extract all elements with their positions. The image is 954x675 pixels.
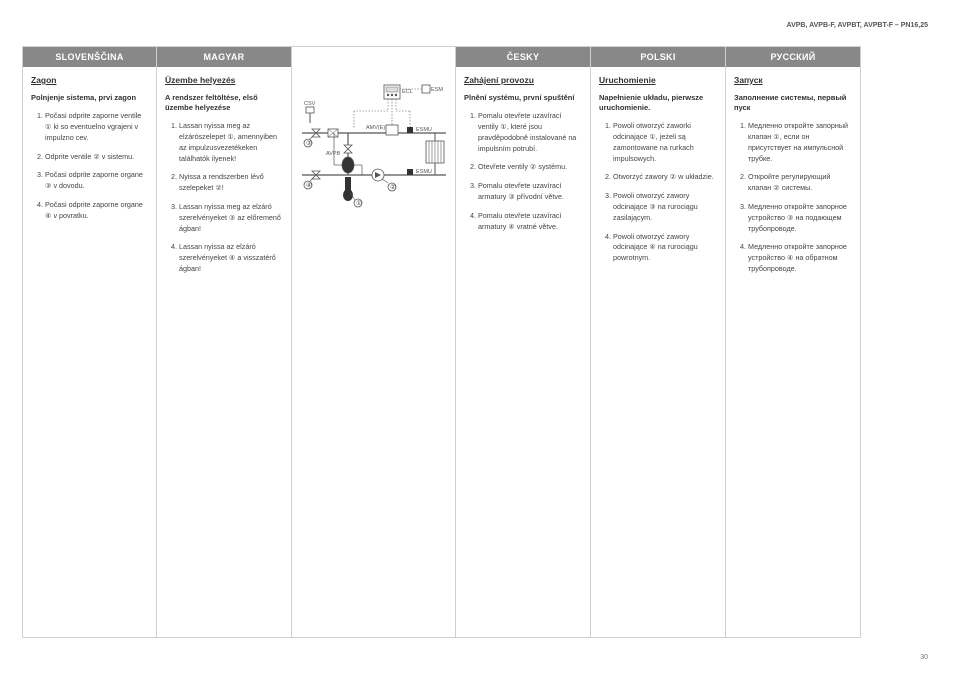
step-item: Lassan nyissa meg az elzárószelepet ①, a… [179,121,283,164]
section-heading: Uruchomienie [599,75,717,85]
step-item: Otworzyć zawory ② w układzie. [613,172,717,183]
page-number: 30 [920,654,928,661]
step-item: Pomalu otevřete uzavírací armatury ④ vra… [478,211,582,233]
sub-heading: Plnění systému, první spuštění [464,93,582,103]
col-russian: РУССКИЙ Запуск Заполнение системы, первы… [726,46,861,638]
svg-text:AVPB: AVPB [326,151,341,157]
steps-list: Powoli otworzyć zaworki odcinające ①, je… [599,121,717,264]
col-cesky: ČESKY Zahájení provozu Plnění systému, p… [456,46,591,638]
lang-title-empty [292,47,455,69]
step-item: Odprite ventile ② v sistemu. [45,152,148,163]
steps-list: Počasi odprite zaporne ventile ① ki so e… [31,111,148,221]
step-item: Počasi odprite zaporne organe ④ v povrat… [45,200,148,222]
svg-text:ESMU: ESMU [416,169,432,175]
product-line-header: AVPB, AVPB-F, AVPBT, AVPBT-F – PN16,25 [787,22,928,29]
step-item: Откройте регулирующий клапан ② системы. [748,172,852,194]
system-diagram-icon: ECL ESM CSV [298,83,450,223]
step-item: Медленно откройте запорное устройство ③ … [748,202,852,234]
lang-title: ČESKY [456,47,590,67]
svg-text:CSV: CSV [304,101,316,107]
svg-text:ECL: ECL [402,89,413,95]
callout-3: ③ [306,139,312,147]
col-body: Запуск Заполнение системы, первый пуск М… [726,67,860,289]
lang-title: SLOVENŠČINA [23,47,156,67]
col-body: Uruchomienie Napełnienie układu, pierwsz… [591,67,725,278]
columns-container: SLOVENŠČINA Zagon Polnjenje sistema, prv… [22,46,932,638]
step-item: Počasi odprite zaporne organe ③ v dovodu… [45,170,148,192]
svg-text:ESMU: ESMU [416,127,432,133]
step-item: Powoli otworzyć zawory odcinające ④ na r… [613,232,717,264]
step-item: Powoli otworzyć zawory odcinające ③ na r… [613,191,717,223]
step-item: Lassan nyissa az elzáró szerelvényeket ④… [179,242,283,274]
callout-2: ② [390,183,396,191]
sub-heading: Napełnienie układu, pierwsze uruchomieni… [599,93,717,113]
step-item: Otevřete ventily ② systému. [478,162,582,173]
col-body: Üzembe helyezés A rendszer feltöltése, e… [157,67,291,289]
col-polski: POLSKI Uruchomienie Napełnienie układu, … [591,46,726,638]
svg-text:ESM: ESM [431,87,443,93]
callout-4: ④ [306,181,312,189]
step-item: Pomalu otevřete uzavírací ventily ①, kte… [478,111,582,154]
sub-heading: Polnjenje sistema, prvi zagon [31,93,148,103]
step-item: Pomalu otevřete uzavírací armatury ③ pří… [478,181,582,203]
step-item: Медленно откройте запорный клапан ①, есл… [748,121,852,164]
step-item: Počasi odprite zaporne ventile ① ki so e… [45,111,148,143]
page: AVPB, AVPB-F, AVPBT, AVPBT-F – PN16,25 S… [0,0,954,675]
steps-list: Pomalu otevřete uzavírací ventily ①, kte… [464,111,582,232]
lang-title: MAGYAR [157,47,291,67]
col-body: Zahájení provozu Plnění systému, první s… [456,67,590,246]
steps-list: Медленно откройте запорный клапан ①, есл… [734,121,852,275]
col-magyar: MAGYAR Üzembe helyezés A rendszer feltöl… [157,46,292,638]
col-slovenscina: SLOVENŠČINA Zagon Polnjenje sistema, prv… [22,46,157,638]
step-item: Nyissa a rendszerben lévő szelepeket ②! [179,172,283,194]
step-item: Медленно откройте запорное устройство ④ … [748,242,852,274]
svg-text:AMV(E): AMV(E) [366,125,385,131]
steps-list: Lassan nyissa meg az elzárószelepet ①, a… [165,121,283,275]
step-item: Powoli otworzyć zaworki odcinające ①, je… [613,121,717,164]
section-heading: Zagon [31,75,148,85]
col-body: Zagon Polnjenje sistema, prvi zagon Poča… [23,67,156,236]
sub-heading: Заполнение системы, первый пуск [734,93,852,113]
section-heading: Üzembe helyezés [165,75,283,85]
lang-title: POLSKI [591,47,725,67]
lang-title: РУССКИЙ [726,47,860,67]
step-item: Lassan nyissa meg az elzáró szerelvények… [179,202,283,234]
section-heading: Zahájení provozu [464,75,582,85]
section-heading: Запуск [734,75,852,85]
diagram-wrap: ECL ESM CSV [292,69,455,234]
col-diagram: ECL ESM CSV [292,46,456,638]
callout-1: ① [356,199,362,207]
sub-heading: A rendszer feltöltése, első üzembe helye… [165,93,283,113]
